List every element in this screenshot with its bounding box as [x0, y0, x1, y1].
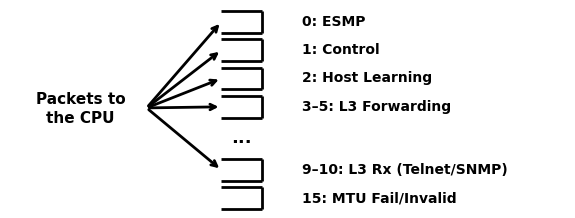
Text: 1: Control: 1: Control	[302, 43, 380, 57]
Text: 2: Host Learning: 2: Host Learning	[302, 72, 432, 85]
Text: Packets to
the CPU: Packets to the CPU	[36, 92, 125, 126]
Text: ...: ...	[231, 129, 252, 147]
Text: 9–10: L3 Rx (Telnet/SNMP): 9–10: L3 Rx (Telnet/SNMP)	[302, 163, 508, 177]
Text: 15: MTU Fail/Invalid: 15: MTU Fail/Invalid	[302, 191, 457, 205]
Text: 3–5: L3 Forwarding: 3–5: L3 Forwarding	[302, 100, 451, 114]
Text: 0: ESMP: 0: ESMP	[302, 15, 365, 29]
